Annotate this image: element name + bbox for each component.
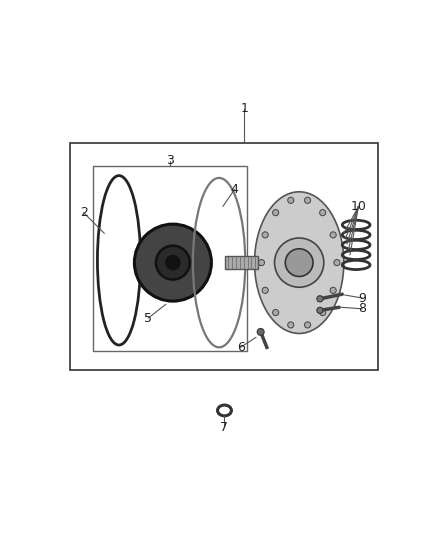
Text: 9: 9	[358, 292, 366, 304]
Ellipse shape	[254, 192, 344, 334]
Text: 8: 8	[358, 302, 366, 316]
Text: 7: 7	[220, 421, 229, 434]
Circle shape	[317, 308, 323, 313]
Circle shape	[166, 256, 180, 270]
Circle shape	[320, 209, 326, 216]
Circle shape	[272, 209, 279, 216]
Circle shape	[258, 260, 265, 265]
Circle shape	[304, 322, 311, 328]
Circle shape	[304, 197, 311, 204]
Circle shape	[134, 224, 212, 301]
Text: 2: 2	[80, 206, 88, 219]
Text: 6: 6	[237, 341, 244, 354]
Text: 5: 5	[144, 312, 152, 325]
Circle shape	[262, 287, 268, 294]
Text: 3: 3	[166, 155, 174, 167]
Text: 4: 4	[230, 183, 238, 196]
Circle shape	[288, 197, 294, 204]
Circle shape	[156, 246, 190, 280]
Circle shape	[272, 310, 279, 316]
Text: 10: 10	[350, 200, 367, 213]
Circle shape	[320, 310, 326, 316]
Bar	[93, 166, 247, 351]
Circle shape	[334, 260, 340, 265]
Circle shape	[288, 322, 294, 328]
Circle shape	[330, 232, 336, 238]
Circle shape	[257, 328, 264, 335]
Circle shape	[275, 238, 324, 287]
Circle shape	[285, 249, 313, 277]
Circle shape	[262, 232, 268, 238]
Circle shape	[330, 287, 336, 294]
Text: 1: 1	[240, 102, 248, 115]
Bar	[225, 256, 258, 269]
Circle shape	[317, 296, 323, 302]
Bar	[70, 143, 378, 370]
